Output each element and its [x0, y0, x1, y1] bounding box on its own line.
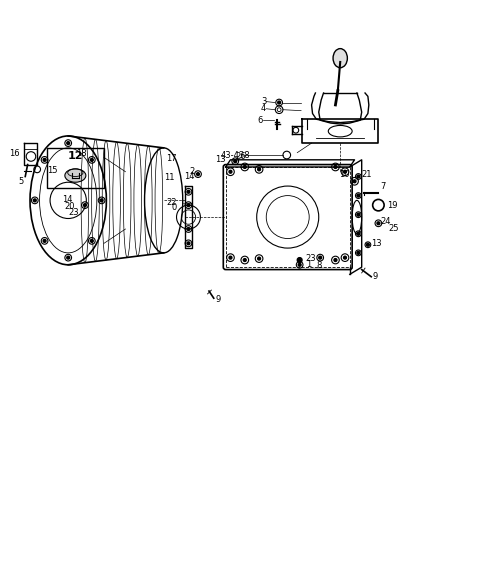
Circle shape — [297, 258, 302, 262]
Circle shape — [357, 194, 360, 197]
Circle shape — [344, 170, 347, 173]
Circle shape — [187, 227, 190, 230]
Circle shape — [187, 204, 190, 207]
Circle shape — [90, 239, 93, 242]
Circle shape — [357, 233, 360, 235]
Text: 23: 23 — [306, 254, 316, 263]
Circle shape — [187, 190, 190, 193]
Text: 11: 11 — [164, 173, 174, 182]
Circle shape — [258, 168, 261, 171]
Text: 16: 16 — [9, 149, 20, 158]
Ellipse shape — [333, 48, 348, 68]
Text: 23: 23 — [68, 208, 79, 217]
Text: 1: 1 — [306, 260, 311, 269]
Circle shape — [84, 204, 86, 207]
Circle shape — [197, 173, 199, 176]
Text: 18: 18 — [76, 149, 86, 158]
Circle shape — [319, 256, 322, 259]
Text: 9: 9 — [372, 272, 378, 282]
Circle shape — [43, 239, 46, 242]
Text: 0: 0 — [172, 203, 177, 212]
Circle shape — [243, 258, 246, 261]
FancyBboxPatch shape — [223, 164, 352, 270]
Text: 5: 5 — [19, 177, 24, 186]
Circle shape — [67, 256, 70, 259]
Circle shape — [334, 166, 337, 168]
Text: 15: 15 — [47, 166, 57, 175]
Text: 3: 3 — [261, 97, 266, 106]
Text: 7: 7 — [381, 181, 386, 190]
Circle shape — [357, 252, 360, 254]
Text: 6: 6 — [258, 116, 263, 124]
Circle shape — [43, 158, 46, 162]
Circle shape — [234, 160, 237, 163]
Text: 24: 24 — [381, 217, 391, 226]
Circle shape — [187, 242, 190, 245]
Text: 14: 14 — [184, 172, 195, 181]
Circle shape — [298, 263, 301, 266]
Circle shape — [353, 180, 356, 183]
Circle shape — [100, 199, 103, 202]
Circle shape — [258, 257, 261, 260]
Text: 8: 8 — [316, 261, 322, 270]
Text: 21: 21 — [362, 169, 372, 178]
Text: 4: 4 — [261, 104, 266, 113]
Text: 2: 2 — [190, 167, 195, 176]
Text: 19: 19 — [387, 200, 397, 209]
Circle shape — [278, 101, 281, 104]
Text: 25: 25 — [388, 224, 398, 233]
Circle shape — [34, 199, 36, 202]
Circle shape — [229, 170, 232, 173]
Text: 14: 14 — [62, 195, 73, 204]
Circle shape — [366, 243, 369, 246]
Text: 20: 20 — [65, 202, 75, 211]
Bar — [47, 148, 104, 189]
Text: 9: 9 — [215, 295, 220, 304]
Circle shape — [229, 256, 232, 259]
Text: 26: 26 — [235, 152, 246, 161]
Text: 10: 10 — [339, 169, 350, 178]
Text: 12: 12 — [68, 151, 83, 162]
Circle shape — [334, 258, 337, 261]
Circle shape — [377, 222, 380, 225]
Circle shape — [357, 175, 360, 178]
Text: 43-438: 43-438 — [221, 150, 251, 159]
Circle shape — [90, 158, 93, 162]
Text: 17: 17 — [167, 154, 177, 163]
Ellipse shape — [65, 169, 86, 182]
Circle shape — [357, 213, 360, 216]
Circle shape — [67, 142, 70, 145]
Text: 13: 13 — [215, 155, 225, 164]
Text: 22: 22 — [167, 198, 177, 207]
Circle shape — [243, 166, 246, 168]
Text: 13: 13 — [371, 239, 382, 248]
Circle shape — [344, 256, 347, 259]
